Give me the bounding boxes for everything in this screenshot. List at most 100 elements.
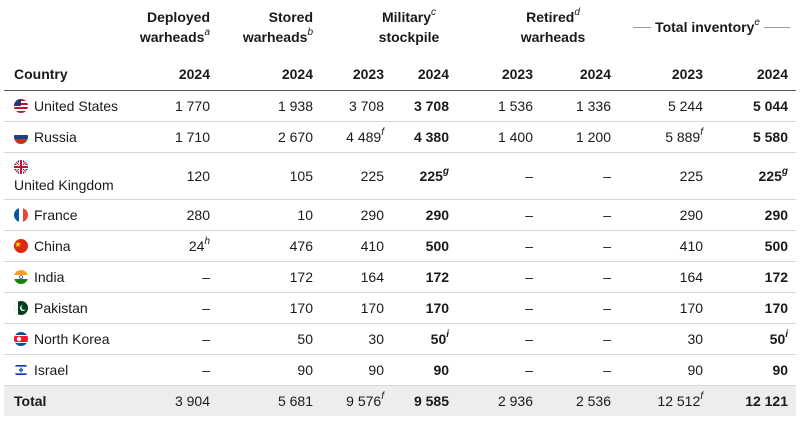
stored-cell: 172 [218, 261, 321, 293]
retired-2024-cell: – [541, 323, 620, 355]
retired-2023-cell: – [457, 323, 542, 355]
total-label: Total [4, 385, 134, 416]
military-2024-cell: 172 [392, 261, 458, 293]
military-2023-cell: 9 576f [321, 385, 392, 416]
russia-flag-icon [14, 130, 28, 144]
country-name: China [34, 238, 71, 254]
country-cell: Israel [4, 354, 134, 386]
table-row: United Kingdom 120 105 225 225g – – 225 … [4, 152, 797, 200]
total-2024-cell: 90 [711, 354, 797, 386]
stored-cell: 105 [218, 152, 321, 200]
country-name: North Korea [34, 331, 110, 347]
stored-cell: 1 938 [218, 90, 321, 122]
military-2024-cell: 90 [392, 354, 458, 386]
table-row: France 280 10 290 290 – – 290 290 [4, 199, 797, 231]
header-country: Country [4, 54, 134, 91]
retired-2023-cell: – [457, 230, 542, 262]
france-flag-icon [14, 208, 28, 222]
year-header: 2024 [711, 54, 797, 91]
military-2024-cell: 3 708 [392, 90, 458, 122]
military-2024-cell: 500 [392, 230, 458, 262]
stored-cell: 2 670 [218, 121, 321, 153]
header-retired: Retiredd warheads [520, 7, 586, 45]
military-2023-cell: 410 [321, 230, 392, 262]
stored-cell: 5 681 [218, 385, 321, 416]
table-row: China 24h 476 410 500 – – 410 500 [4, 230, 797, 262]
total-2024-cell: 5 044 [711, 90, 797, 122]
retired-2023-cell: 1 400 [457, 121, 542, 153]
pakistan-flag-icon [14, 301, 28, 315]
total-2023-cell: 5 244 [619, 90, 712, 122]
year-header: 2023 [321, 54, 392, 91]
table-row: Pakistan – 170 170 170 – – 170 170 [4, 292, 797, 324]
table-row: Russia 1 710 2 670 4 489f 4 380 1 400 1 … [4, 121, 797, 153]
retired-2023-cell: – [457, 292, 542, 324]
total-2023-cell: 12 512f [619, 385, 712, 416]
total-2024-cell: 225g [711, 152, 797, 200]
military-2024-cell: 225g [392, 152, 458, 200]
retired-2023-cell: – [457, 152, 542, 200]
total-2024-cell: 172 [711, 261, 797, 293]
deployed-cell: 280 [134, 199, 218, 231]
year-header: 2024 [541, 54, 620, 91]
table-row: United States 1 770 1 938 3 708 3 708 1 … [4, 90, 797, 122]
stored-cell: 90 [218, 354, 321, 386]
israel-flag-icon [14, 363, 28, 377]
india-flag-icon [14, 270, 28, 284]
country-name: United Kingdom [14, 177, 114, 193]
military-2023-cell: 3 708 [321, 90, 392, 122]
deployed-cell: 120 [134, 152, 218, 200]
header-stored: Stored warheadsb [242, 9, 313, 45]
deployed-cell: – [134, 354, 218, 386]
country-cell: India [4, 261, 134, 293]
military-2023-cell: 90 [321, 354, 392, 386]
total-2024-cell: 500 [711, 230, 797, 262]
country-cell: China [4, 230, 134, 262]
military-2023-cell: 4 489f [321, 121, 392, 153]
year-header: 2024 [134, 54, 218, 91]
retired-2023-cell: 1 536 [457, 90, 542, 122]
header-military-stockpile: Militaryc stockpile [378, 7, 440, 45]
total-row: Total 3 904 5 681 9 576f 9 585 2 936 2 5… [4, 385, 797, 416]
country-name: Israel [34, 362, 69, 378]
retired-2024-cell: – [541, 261, 620, 293]
military-2023-cell: 170 [321, 292, 392, 324]
total-2023-cell: 225 [619, 152, 712, 200]
year-header: 2023 [619, 54, 712, 91]
uk-flag-icon [14, 160, 28, 174]
stored-cell: 10 [218, 199, 321, 231]
military-2023-cell: 225 [321, 152, 392, 200]
military-2024-cell: 50i [392, 323, 458, 355]
total-2023-cell: 164 [619, 261, 712, 293]
military-2023-cell: 290 [321, 199, 392, 231]
country-cell: North Korea [4, 323, 134, 355]
retired-2024-cell: 1 200 [541, 121, 620, 153]
deployed-cell: 24h [134, 230, 218, 262]
year-header: 2023 [457, 54, 542, 91]
retired-2023-cell: 2 936 [457, 385, 542, 416]
table-row: North Korea – 50 30 50i – – 30 50i [4, 323, 797, 355]
country-cell: Russia [4, 121, 134, 153]
deployed-cell: 3 904 [134, 385, 218, 416]
china-flag-icon [14, 239, 28, 253]
year-header: 2024 [392, 54, 458, 91]
deployed-cell: – [134, 292, 218, 324]
country-name: Pakistan [34, 300, 88, 316]
country-name: India [34, 269, 65, 285]
country-cell: Pakistan [4, 292, 134, 324]
retired-2024-cell: 2 536 [541, 385, 620, 416]
total-2023-cell: 30 [619, 323, 712, 355]
north-korea-flag-icon [14, 332, 28, 346]
military-2024-cell: 170 [392, 292, 458, 324]
total-2024-cell: 170 [711, 292, 797, 324]
retired-2024-cell: – [541, 292, 620, 324]
retired-2024-cell: – [541, 199, 620, 231]
deployed-cell: – [134, 323, 218, 355]
total-2024-cell: 5 580 [711, 121, 797, 153]
military-2024-cell: 290 [392, 199, 458, 231]
military-2023-cell: 164 [321, 261, 392, 293]
header-deployed: Deployed warheadsa [139, 9, 210, 45]
total-2024-cell: 290 [711, 199, 797, 231]
total-2023-cell: 410 [619, 230, 712, 262]
table-row: Israel – 90 90 90 – – 90 90 [4, 354, 797, 386]
